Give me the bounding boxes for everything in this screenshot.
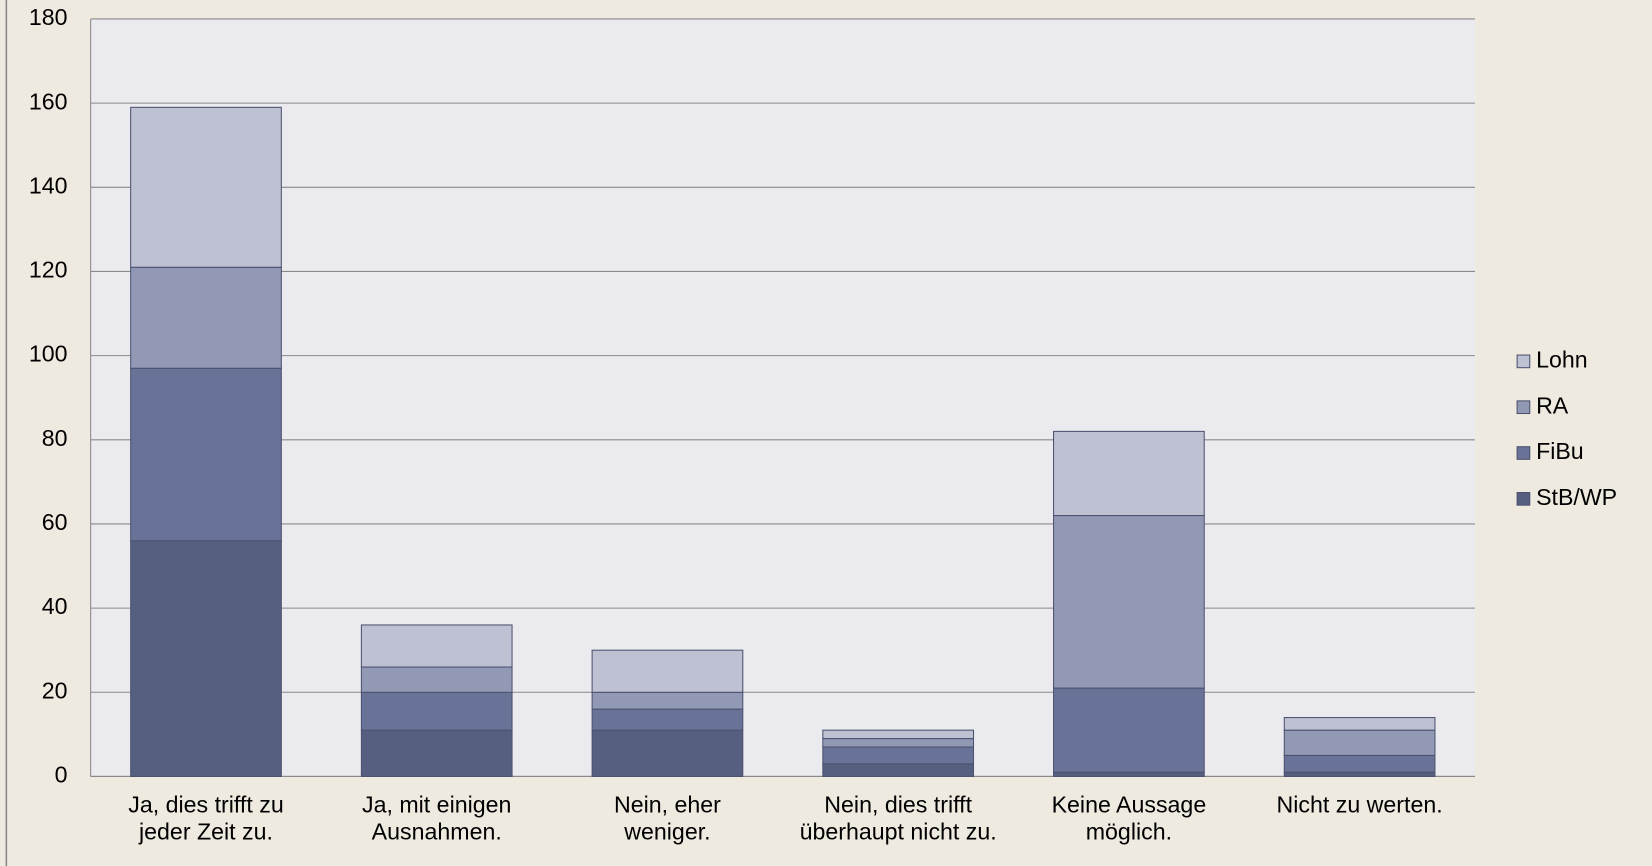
plot-area — [90, 18, 1475, 777]
legend-swatch — [1516, 354, 1531, 369]
x-label-box: Nicht zu werten. — [1276, 791, 1443, 818]
x-label-box: Nein, eher weniger. — [613, 791, 721, 845]
y-tick-label: 160 — [29, 88, 68, 114]
y-tick-label: 60 — [42, 509, 68, 535]
bar-segment — [360, 624, 513, 668]
bar-segment — [1283, 729, 1436, 756]
bar-segment — [822, 729, 975, 740]
bar-segment — [822, 763, 975, 777]
bar-segment — [1053, 687, 1205, 773]
bar-segment — [591, 729, 744, 777]
bar-segment — [360, 666, 513, 693]
x-label-box: Ja, dies trifft zu jeder Zeit zu. — [128, 791, 284, 845]
y-tick-label: 20 — [42, 677, 68, 703]
bar-segment — [1283, 717, 1436, 731]
bar-segment — [130, 266, 282, 369]
x-tick-label: Nein, dies trifft überhaupt nicht zu. — [799, 791, 997, 845]
legend-label: Lohn — [1536, 346, 1588, 372]
x-label-box: Keine Aussage möglich. — [1051, 791, 1207, 845]
bar-segment — [130, 540, 282, 777]
legend-swatch — [1516, 446, 1531, 460]
x-label-box: Ja, mit einigen Ausnahmen. — [361, 791, 512, 845]
bar-segment — [1283, 754, 1436, 773]
x-label-box: Nein, dies trifft überhaupt nicht zu. — [799, 791, 997, 845]
bar-segment — [360, 729, 513, 777]
bar-segment — [591, 708, 744, 731]
bar-segment — [130, 106, 282, 268]
bar-segment — [130, 367, 282, 542]
bar-segment — [822, 746, 975, 765]
x-tick-label: Ja, dies trifft zu jeder Zeit zu. — [128, 791, 284, 845]
y-tick-label: 80 — [42, 425, 68, 451]
x-tick-label: Nicht zu werten. — [1276, 791, 1443, 818]
y-tick-label: 140 — [29, 172, 68, 198]
y-tick-label: 40 — [42, 593, 68, 619]
legend-swatch — [1516, 491, 1531, 506]
bar-segment — [591, 691, 744, 710]
bar-segment — [360, 691, 513, 731]
legend-label: RA — [1536, 392, 1569, 418]
y-tick-label: 0 — [55, 762, 68, 788]
bar-segment — [591, 649, 744, 693]
bar-segment — [1053, 515, 1205, 689]
bar-segment — [1053, 771, 1205, 777]
bar-segment — [1053, 430, 1205, 517]
y-tick-label: 120 — [29, 257, 68, 283]
x-tick-label: Keine Aussage möglich. — [1051, 791, 1207, 845]
y-tick-label: 180 — [29, 4, 68, 30]
bar-segment — [822, 738, 975, 748]
legend-label: FiBu — [1536, 438, 1584, 464]
y-tick-label: 100 — [29, 341, 68, 367]
legend-label: StB/WP — [1536, 484, 1617, 510]
legend-swatch — [1516, 400, 1531, 415]
bar-segment — [1283, 771, 1436, 777]
x-tick-label: Ja, mit einigen Ausnahmen. — [361, 791, 512, 845]
x-tick-label: Nein, eher weniger. — [613, 791, 721, 845]
